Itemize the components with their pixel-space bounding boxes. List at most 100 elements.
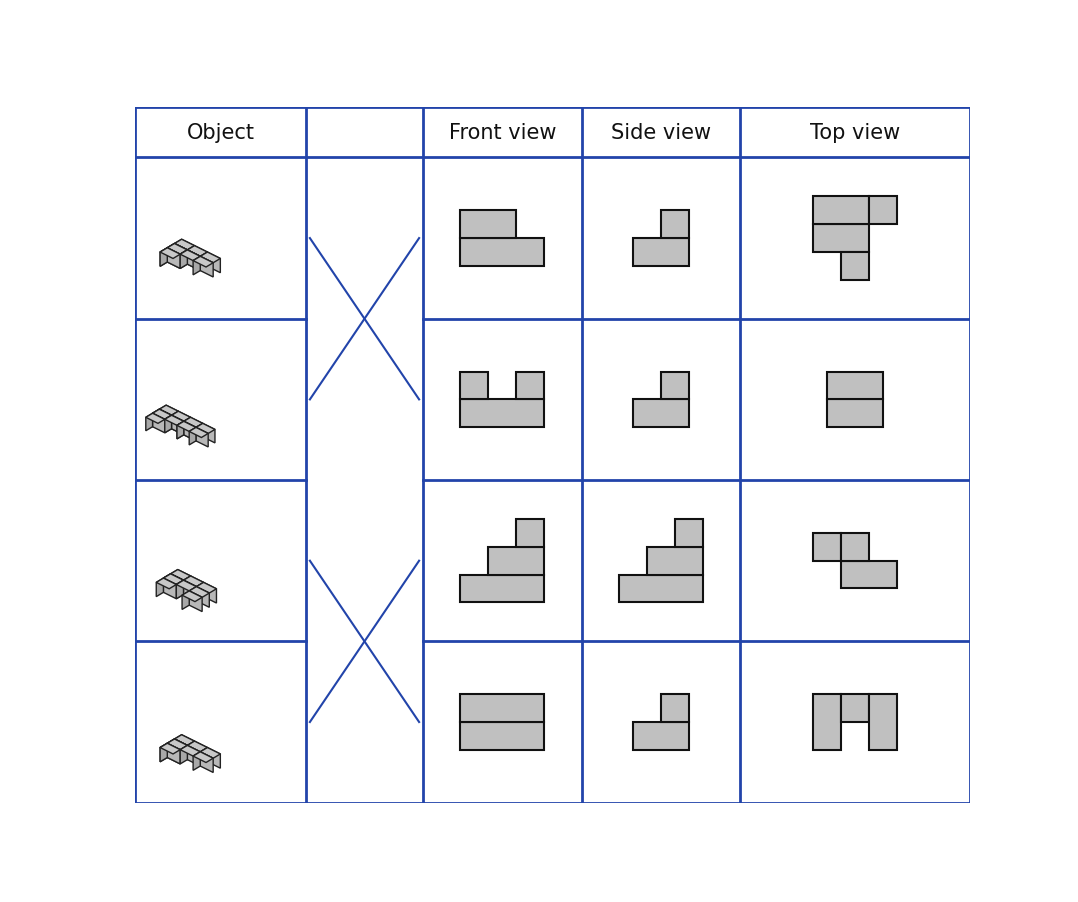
Polygon shape <box>190 428 208 438</box>
Polygon shape <box>160 410 171 429</box>
Bar <box>814 198 869 225</box>
Polygon shape <box>175 244 188 265</box>
Polygon shape <box>183 581 196 602</box>
Polygon shape <box>161 249 167 267</box>
Polygon shape <box>201 748 207 766</box>
Polygon shape <box>188 251 201 272</box>
Polygon shape <box>193 752 201 770</box>
Polygon shape <box>175 240 194 251</box>
Polygon shape <box>183 581 196 602</box>
Polygon shape <box>177 581 196 592</box>
Polygon shape <box>170 575 183 594</box>
Polygon shape <box>164 575 170 593</box>
Polygon shape <box>201 748 220 759</box>
Text: Object: Object <box>186 124 254 143</box>
Polygon shape <box>196 428 208 447</box>
Polygon shape <box>153 414 165 433</box>
Polygon shape <box>166 406 178 425</box>
Polygon shape <box>183 422 196 441</box>
Polygon shape <box>175 244 188 265</box>
Polygon shape <box>177 422 196 432</box>
Polygon shape <box>167 249 180 269</box>
Bar <box>460 695 544 723</box>
Bar <box>841 253 869 281</box>
Polygon shape <box>190 587 209 598</box>
Polygon shape <box>193 257 213 268</box>
Polygon shape <box>153 410 171 419</box>
Text: Front view: Front view <box>448 124 556 143</box>
Text: Top view: Top view <box>811 124 900 143</box>
Polygon shape <box>188 741 207 752</box>
Polygon shape <box>171 412 178 429</box>
Polygon shape <box>161 743 180 754</box>
Polygon shape <box>146 414 153 431</box>
Bar <box>460 239 544 266</box>
Polygon shape <box>167 743 180 764</box>
Polygon shape <box>177 422 183 439</box>
Bar <box>869 198 897 225</box>
Polygon shape <box>177 581 183 599</box>
Polygon shape <box>164 575 183 584</box>
Bar <box>661 373 689 400</box>
Bar <box>828 373 883 400</box>
Bar <box>633 723 689 750</box>
Polygon shape <box>177 581 183 599</box>
Polygon shape <box>191 418 203 437</box>
Polygon shape <box>190 428 196 446</box>
Polygon shape <box>167 739 188 750</box>
Polygon shape <box>177 581 196 592</box>
Polygon shape <box>183 418 203 428</box>
Polygon shape <box>207 253 220 273</box>
Polygon shape <box>165 416 183 426</box>
Polygon shape <box>171 412 191 422</box>
Polygon shape <box>177 422 183 439</box>
Polygon shape <box>180 746 188 764</box>
Polygon shape <box>193 257 201 275</box>
Bar <box>661 695 689 723</box>
Polygon shape <box>181 735 194 756</box>
Bar <box>675 520 703 548</box>
Polygon shape <box>167 739 175 758</box>
Polygon shape <box>180 251 201 262</box>
Polygon shape <box>165 416 171 433</box>
Polygon shape <box>188 251 201 272</box>
Polygon shape <box>167 739 175 758</box>
Polygon shape <box>161 249 180 259</box>
Bar <box>814 695 841 750</box>
Polygon shape <box>175 240 181 259</box>
Polygon shape <box>196 424 215 434</box>
Polygon shape <box>182 592 203 602</box>
Polygon shape <box>146 414 165 424</box>
Polygon shape <box>177 422 196 432</box>
Polygon shape <box>188 746 201 766</box>
Polygon shape <box>194 246 207 267</box>
Polygon shape <box>161 249 180 259</box>
Polygon shape <box>167 244 188 255</box>
Bar <box>488 548 544 575</box>
Polygon shape <box>183 576 191 594</box>
Polygon shape <box>161 743 167 762</box>
Polygon shape <box>156 578 177 589</box>
Polygon shape <box>196 583 217 594</box>
Polygon shape <box>188 741 194 759</box>
Bar <box>841 561 897 589</box>
Bar <box>460 211 516 239</box>
Polygon shape <box>160 410 171 429</box>
Polygon shape <box>153 410 171 419</box>
Polygon shape <box>204 583 217 603</box>
Polygon shape <box>171 416 183 436</box>
Polygon shape <box>167 244 175 262</box>
Polygon shape <box>153 410 160 428</box>
Bar <box>828 400 883 428</box>
Polygon shape <box>191 576 204 597</box>
Polygon shape <box>167 244 175 262</box>
Bar <box>516 373 544 400</box>
Polygon shape <box>153 410 160 428</box>
Polygon shape <box>161 743 167 762</box>
Polygon shape <box>175 735 194 746</box>
Polygon shape <box>207 748 220 769</box>
Polygon shape <box>201 752 213 773</box>
Polygon shape <box>196 424 203 441</box>
Bar <box>619 575 703 603</box>
Bar <box>633 239 689 266</box>
